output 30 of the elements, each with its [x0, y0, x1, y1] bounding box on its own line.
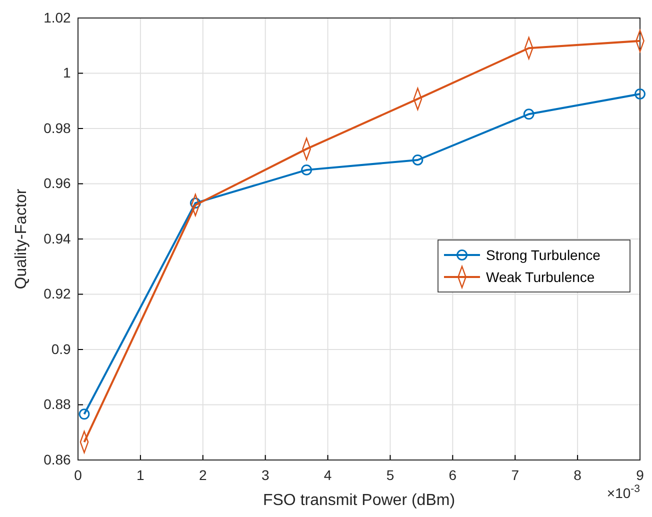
- x-tick-label: 5: [386, 466, 394, 483]
- legend-label: Weak Turbulence: [486, 269, 595, 285]
- x-tick-label: 6: [448, 466, 457, 483]
- y-tick-label: 0.94: [44, 230, 72, 246]
- point: [634, 88, 646, 100]
- y-tick-label: 0.88: [44, 396, 72, 412]
- x-tick-label: 8: [574, 466, 582, 483]
- point: [523, 108, 534, 120]
- y-tick-label: 1: [63, 64, 72, 81]
- x-tick-label: 1: [136, 466, 145, 483]
- x-tick-label: 9: [636, 466, 644, 483]
- y-tick-label: 0.92: [44, 286, 72, 302]
- x-tick-label: 2: [198, 466, 207, 483]
- y-tick-label: 0.9: [51, 340, 72, 357]
- y-tick-label: 1.02: [44, 9, 72, 26]
- text: ×10$^{-3}$: [606, 483, 640, 501]
- x-tick-label: 0: [74, 466, 82, 483]
- x-axis-title: FSO transmit Power (dBm): [262, 492, 456, 509]
- point: [190, 198, 201, 209]
- y-axis-title: Quality-Factor: [13, 188, 30, 290]
- x-tick-label: 7: [511, 466, 520, 483]
- point: [78, 408, 90, 420]
- legend-label: Strong Turbulence: [486, 247, 601, 263]
- y-tick-label: 0.96: [44, 175, 72, 192]
- x-tick-label: 3: [261, 466, 270, 483]
- y-tick-label: 0.98: [44, 120, 72, 136]
- y-tick-label: 0.86: [44, 451, 72, 468]
- point: [412, 154, 424, 166]
- x-tick-label: 4: [324, 466, 332, 483]
- point: [301, 164, 312, 176]
